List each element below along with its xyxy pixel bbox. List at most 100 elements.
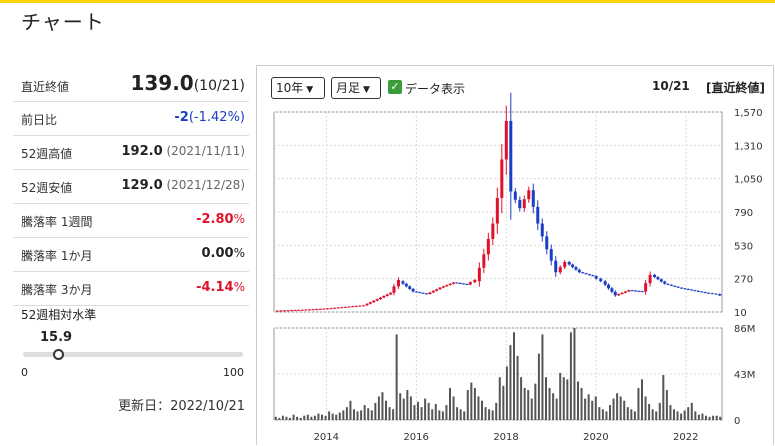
candle (318, 308, 322, 310)
price-tick-label: 1,310 (734, 141, 763, 152)
volume-bar (630, 409, 633, 420)
volume-bar (715, 415, 718, 420)
candle (396, 279, 400, 287)
candle (491, 223, 495, 239)
stat-value: -2.80% (196, 212, 245, 227)
stat-value: -2(-1.42%) (174, 110, 245, 125)
show-data-checkbox[interactable]: ✓ (388, 80, 402, 94)
stat-row-1m: 騰落率 1か月 0.00% (13, 238, 249, 272)
candle (554, 260, 558, 273)
volume-bar (370, 410, 373, 420)
level-track (23, 349, 243, 360)
candle (640, 291, 644, 293)
candle (425, 293, 429, 295)
candles (275, 92, 722, 312)
volume-bar (363, 405, 366, 420)
volume-bar (374, 402, 377, 420)
candle (322, 308, 326, 310)
volume-bar (335, 414, 338, 420)
volume-bar (324, 415, 327, 420)
candle (465, 283, 469, 285)
volume-bar (473, 387, 476, 420)
volume-bar (303, 415, 306, 420)
level-label: 52週相対水準 (21, 308, 97, 322)
stat-label: 52週高値 (21, 147, 73, 161)
volume-bar (509, 345, 512, 420)
candle (448, 283, 452, 286)
volume-bar (648, 403, 651, 420)
volume-bar (367, 408, 370, 420)
period-select[interactable]: 10年 ▼ (271, 77, 325, 99)
candle (300, 309, 304, 311)
volume-bar (289, 417, 291, 420)
volume-tick-label: 86M (734, 324, 755, 335)
chart-panel: 10年 ▼ 月足 ▼ ✓ データ表示 10/21 [直近終値] 10 270 530 79… (256, 65, 774, 445)
candle (584, 273, 588, 275)
candle (343, 306, 347, 308)
volume-tick-label: 43M (734, 370, 755, 381)
candle (504, 120, 508, 160)
candle (486, 238, 490, 255)
volume-bar (388, 407, 391, 420)
candle (620, 292, 624, 295)
candle (710, 293, 714, 295)
top-accent-line (0, 0, 775, 3)
volume-bar (406, 390, 409, 420)
volume-bar (470, 382, 473, 420)
volume-bar (274, 416, 277, 420)
change-1m-value: 0.00 (201, 246, 234, 261)
candle (703, 292, 707, 294)
interval-select[interactable]: 月足 ▼ (331, 77, 381, 99)
candle (358, 305, 362, 307)
volume-bar (434, 403, 437, 420)
volume-bar (673, 409, 675, 420)
candle (680, 287, 684, 289)
candle (304, 309, 308, 311)
volume-bar (623, 400, 626, 420)
candle (462, 283, 466, 285)
candle (581, 272, 585, 274)
volume-bar (712, 415, 715, 420)
candle (610, 288, 614, 292)
volume-bar (445, 405, 448, 420)
volume-bar (573, 328, 576, 420)
candle (333, 307, 337, 309)
volume-bar (612, 398, 615, 420)
volume-bar (569, 332, 572, 420)
candle (648, 274, 652, 284)
candle (361, 305, 365, 307)
candle (700, 291, 704, 293)
candle (627, 290, 631, 292)
volume-bar (580, 387, 583, 420)
volume-bar (577, 381, 579, 420)
x-tick-label: 2022 (673, 432, 698, 443)
candle (663, 281, 667, 284)
x-tick-label: 2020 (583, 432, 608, 443)
candle (340, 307, 344, 309)
candle (634, 290, 638, 292)
volume-bar (424, 398, 427, 420)
volume-bar (427, 402, 430, 420)
candle (325, 308, 329, 310)
volume-bar (680, 413, 683, 420)
volume-bar (605, 411, 608, 420)
volume-bar (633, 411, 636, 420)
candle (644, 283, 648, 292)
candle (279, 310, 283, 312)
candle (683, 288, 687, 290)
candle (468, 282, 472, 285)
candle (404, 283, 408, 287)
x-tick-label: 2018 (493, 432, 518, 443)
volume-bar (441, 411, 444, 420)
volume-bar (616, 393, 619, 420)
candle (477, 267, 481, 282)
volume-bar (495, 402, 498, 420)
candle (666, 283, 670, 285)
show-data-label[interactable]: データ表示 (405, 82, 466, 96)
stats-panel: 直近終値 139.0(10/21) 前日比 -2(-1.42%) 52週高値 1… (13, 65, 249, 414)
candle (378, 297, 382, 300)
candle (392, 286, 396, 293)
volume-bar (591, 400, 594, 420)
stat-label: 52週安値 (21, 181, 73, 195)
volume-bar (456, 407, 459, 420)
